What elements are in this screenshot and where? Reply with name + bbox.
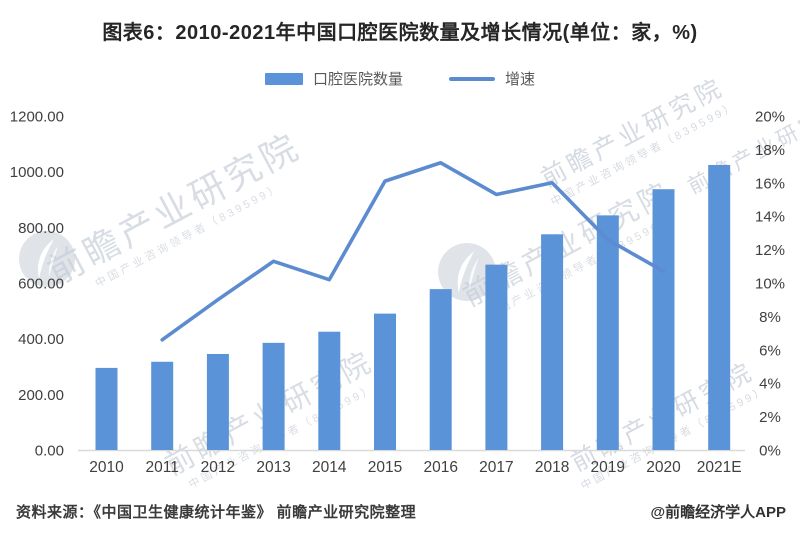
x-axis-tick-label: 2018 [535,459,569,476]
bar-2019 [596,215,619,450]
left-axis-tick-label: 1200.00 [10,109,64,126]
x-axis-tick-label: 2015 [368,459,402,476]
legend-bar-label: 口腔医院数量 [312,71,403,88]
chart-legend: 口腔医院数量 增速 [0,68,800,89]
bar-2012 [206,353,229,450]
bar-2015 [374,313,396,450]
growth-line [160,160,666,342]
brand-credit: @前瞻经济学人APP [650,504,786,521]
x-axis-tick-label: 2021E [697,459,742,476]
x-axis-tick-label: 2010 [89,459,124,476]
line-series-swatch-icon [449,76,495,81]
bar-2021E [708,164,731,450]
bar-2016 [429,289,452,450]
left-axis-tick-label: 800.00 [18,220,64,237]
bar-2013 [262,342,285,450]
chart-title: 图表6：2010-2021年中国口腔医院数量及增长情况(单位：家，%) [102,22,698,44]
bar-2018 [541,234,564,450]
left-axis-tick-label: 200.00 [18,387,64,404]
bar-2017 [485,264,508,450]
right-axis-tick-label: 2% [759,409,781,426]
right-axis-tick-label: 4% [759,376,781,393]
x-axis-tick-label: 2017 [479,459,513,476]
bar-2014 [318,331,341,450]
x-axis-tick-label: 2012 [201,459,235,476]
left-axis-tick-label: 400.00 [18,331,64,348]
x-axis-tick-label: 2020 [646,459,681,476]
bar-2010 [95,367,118,450]
x-axis-tick-label: 2011 [146,459,179,476]
x-axis-tick-label: 2014 [312,459,347,476]
right-axis-tick-label: 10% [755,276,785,293]
bar-2020 [652,189,675,450]
left-axis-tick-label: 600.00 [18,276,64,293]
right-axis-tick-label: 16% [755,175,785,192]
x-axis-tick-label: 2013 [256,459,290,476]
bar-series-swatch-icon [264,72,303,85]
x-axis-tick-label: 2019 [591,459,625,476]
right-axis-tick-label: 8% [759,309,781,326]
legend-line-label: 增速 [505,71,536,88]
left-axis-tick-label: 0.00 [35,443,64,460]
right-axis-tick-label: 14% [755,209,785,226]
data-source-note: 资料来源：《中国卫生健康统计年鉴》 前瞻产业研究院整理 [16,504,417,521]
right-axis-tick-label: 6% [759,342,781,359]
right-axis-tick-label: 20% [755,109,785,126]
bar-2011 [151,361,174,450]
left-axis-tick-label: 1000.00 [10,164,64,181]
right-axis-tick-label: 18% [755,142,785,159]
right-axis-tick-label: 12% [755,242,785,259]
right-axis-tick-label: 0% [759,443,781,460]
x-axis-tick-label: 2016 [423,459,457,476]
